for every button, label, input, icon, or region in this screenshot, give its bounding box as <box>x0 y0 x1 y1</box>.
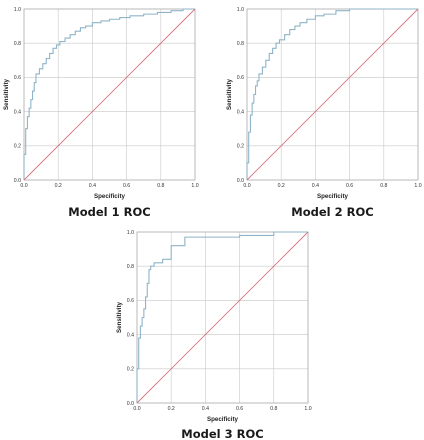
x-tick-label: 1.0 <box>191 183 198 189</box>
y-tick-label: 0.2 <box>237 144 244 150</box>
y-tick-label: 0.6 <box>14 75 21 81</box>
x-tick-label: 0.6 <box>123 183 130 189</box>
x-tick-label: 0.8 <box>380 183 387 189</box>
x-tick-label: 0.0 <box>133 406 140 412</box>
reference-diagonal-line <box>23 8 196 181</box>
x-tick-label: 0.6 <box>346 183 353 189</box>
y-tick-label: 0.0 <box>237 178 244 184</box>
plot-frame <box>246 8 419 181</box>
y-tick-label: 1.0 <box>127 230 134 236</box>
x-tick-label: 0.2 <box>278 183 285 189</box>
chart-title: Model 3 ROC <box>181 427 263 440</box>
x-axis-label: Specificity <box>317 193 349 200</box>
x-axis-label: Specificity <box>94 193 126 200</box>
chart-title: Model 2 ROC <box>291 205 373 219</box>
x-tick-label: 0.4 <box>312 183 319 189</box>
y-tick-label: 1.0 <box>14 7 21 13</box>
roc-panel-model-2: 0.0 0.2 0.4 0.6 0.8 1.0 0.0 0.2 0.4 0.6 0.8 1.0 Spec… <box>226 7 422 219</box>
y-axis-label: Sensitivity <box>226 78 233 110</box>
x-tick-label: 0.6 <box>236 406 243 412</box>
y-tick-label: 1.0 <box>237 7 244 13</box>
x-tick-label: 0.8 <box>157 183 164 189</box>
x-tick-label: 0.2 <box>168 406 175 412</box>
y-tick-label: 0.2 <box>14 144 21 150</box>
reference-diagonal-line <box>246 8 419 181</box>
x-tick-label: 0.0 <box>243 183 250 189</box>
y-tick-label: 0.2 <box>127 367 134 373</box>
y-tick-label: 0.4 <box>127 332 134 338</box>
x-tick-label: 0.2 <box>55 183 62 189</box>
y-tick-label: 0.8 <box>237 41 244 47</box>
x-tick-label: 1.0 <box>304 406 311 412</box>
roc-curve-line <box>23 8 195 180</box>
y-tick-label: 0.0 <box>127 401 134 407</box>
plot-frame <box>136 231 309 404</box>
y-tick-label: 0.0 <box>14 178 21 184</box>
x-tick-label: 0.4 <box>202 406 209 412</box>
y-tick-label: 0.8 <box>127 264 134 270</box>
x-tick-label: 1.0 <box>414 183 421 189</box>
x-tick-label: 0.0 <box>20 183 27 189</box>
y-tick-label: 0.4 <box>237 109 244 115</box>
y-tick-label: 0.6 <box>127 298 134 304</box>
y-axis-label: Sensitivity <box>3 78 10 110</box>
roc-curve-line <box>246 8 418 180</box>
roc-panel-model-3: 0.0 0.2 0.4 0.6 0.8 1.0 0.0 0.2 0.4 0.6 0.8 1.0 Spec… <box>116 230 312 440</box>
plot-frame <box>23 8 196 181</box>
reference-diagonal-line <box>136 231 309 404</box>
x-tick-label: 0.4 <box>89 183 96 189</box>
x-axis-label: Specificity <box>207 416 239 423</box>
y-tick-label: 0.4 <box>14 109 21 115</box>
x-tick-label: 0.8 <box>270 406 277 412</box>
roc-curve-line <box>136 231 308 403</box>
y-tick-label: 0.6 <box>237 75 244 81</box>
roc-panel-model-1: 0.0 0.2 0.4 0.6 0.8 1.0 0.0 0.2 0.4 0.6 0.8 1.0 Spec… <box>3 7 199 219</box>
y-axis-label: Sensitivity <box>116 301 123 333</box>
chart-title: Model 1 ROC <box>68 205 150 219</box>
y-tick-label: 0.8 <box>14 41 21 47</box>
